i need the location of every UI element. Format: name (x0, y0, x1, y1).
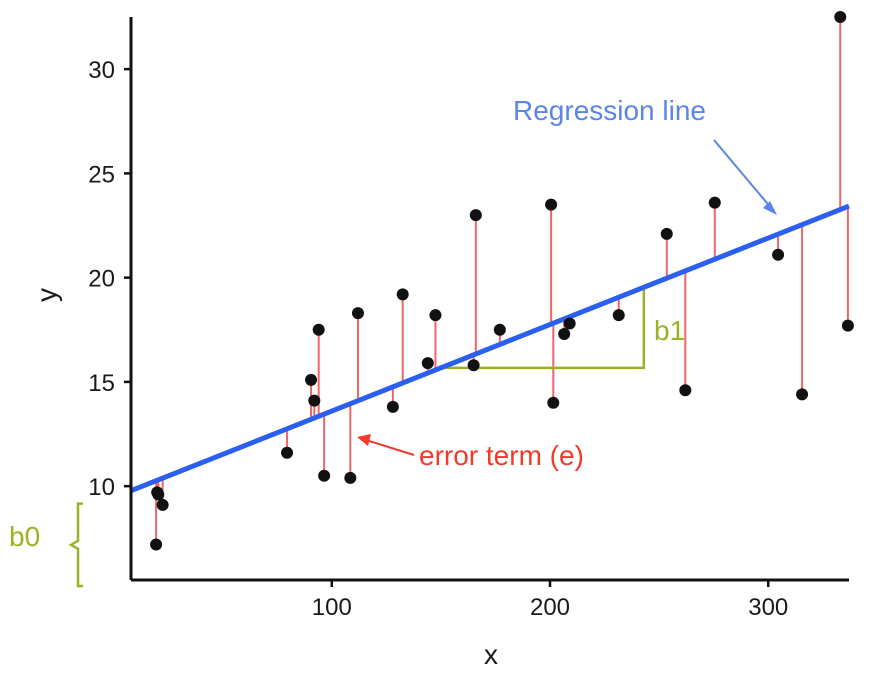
error-term-label: error term (e) (419, 440, 584, 471)
b1-label: b1 (654, 315, 685, 346)
y-tick-label: 25 (88, 161, 115, 188)
data-point (351, 307, 364, 320)
y-tick-label: 20 (88, 266, 115, 293)
data-point (547, 396, 560, 409)
data-point (469, 209, 482, 222)
data-point (150, 538, 163, 551)
data-point (796, 388, 809, 401)
data-points (150, 11, 854, 551)
axes (124, 17, 849, 587)
data-point (612, 309, 625, 322)
y-axis-title: y (31, 288, 62, 302)
x-tick-label: 200 (530, 594, 570, 621)
data-point (493, 323, 506, 336)
data-point (318, 469, 331, 482)
x-axis-title: x (484, 639, 498, 670)
x-tick-label: 300 (748, 594, 788, 621)
data-point (834, 11, 847, 23)
error-arrow-head (357, 434, 371, 446)
error-arrow-shaft (365, 439, 415, 456)
data-point (841, 319, 854, 332)
regression-line-group (130, 203, 850, 494)
y-tick-label: 15 (88, 370, 115, 397)
slope-triangle (440, 287, 646, 370)
data-point (660, 227, 673, 240)
data-point (429, 309, 442, 322)
regression-line-label: Regression line (513, 95, 706, 126)
data-point (545, 198, 558, 211)
data-point (308, 394, 321, 407)
regression-line (130, 203, 850, 494)
data-point (708, 196, 721, 209)
tick-labels: 10 15 20 25 30 100 200 300 (88, 57, 788, 621)
data-point (679, 384, 692, 397)
data-point (156, 498, 169, 511)
data-point (312, 323, 325, 336)
data-point (344, 471, 357, 484)
b0-label: b0 (9, 521, 40, 552)
data-point (563, 317, 576, 330)
y-tick-label: 30 (88, 57, 115, 84)
regression-arrow-shaft (713, 139, 773, 210)
data-point (421, 357, 434, 370)
data-point (152, 488, 165, 501)
data-point (396, 288, 409, 301)
data-point (305, 373, 318, 386)
x-tick-label: 100 (312, 594, 352, 621)
annotations: Regression line error term (e) b1 b0 (9, 95, 777, 552)
coefficient-marks (68, 287, 646, 588)
data-point (467, 359, 480, 372)
data-point (558, 327, 571, 340)
data-point (281, 446, 294, 459)
data-point (772, 248, 785, 261)
regression-arrow-head (763, 201, 777, 215)
y-tick-label: 10 (88, 474, 115, 501)
intercept-bracket (68, 502, 83, 588)
data-point (386, 400, 399, 413)
